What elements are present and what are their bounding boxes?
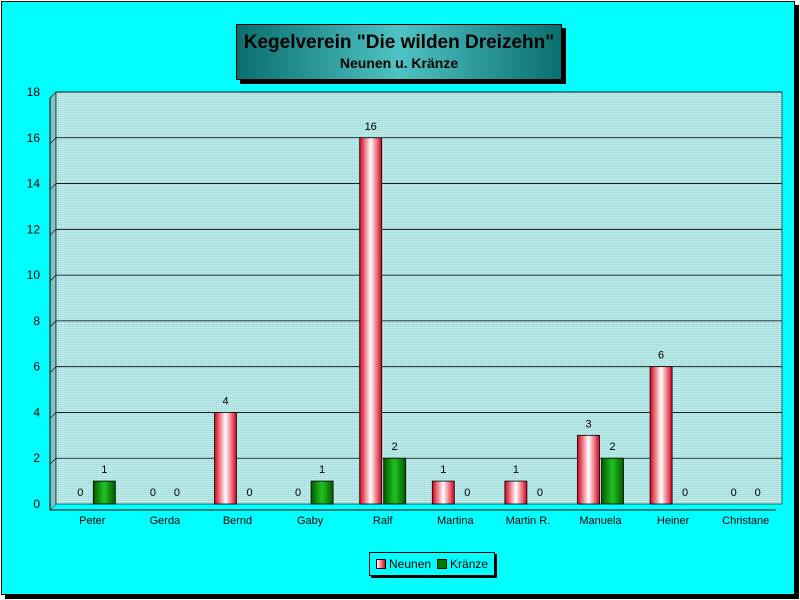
x-tick-label: Heiner (657, 515, 690, 527)
y-tick-label: 0 (33, 497, 40, 511)
data-label-neunen: 4 (222, 395, 228, 407)
x-tick-label: Manuela (579, 515, 622, 527)
y-tick-label: 18 (27, 85, 41, 99)
legend-label-kraenze: Kränze (450, 557, 489, 571)
data-label-kraenze: 2 (392, 441, 398, 453)
gridline-side (49, 458, 57, 465)
data-label-kraenze: 1 (319, 464, 325, 476)
bar-neunen (214, 412, 237, 505)
data-label-kraenze: 0 (174, 487, 180, 499)
gridline-side (49, 366, 57, 373)
legend-swatch-neunen (376, 559, 386, 569)
y-tick-label: 10 (27, 268, 41, 282)
data-label-kraenze: 0 (246, 487, 252, 499)
gridline-side (49, 229, 57, 236)
legend-item-neunen: Neunen (376, 557, 431, 571)
plot-area (55, 91, 783, 505)
x-tick-label: Bernd (223, 515, 252, 527)
x-tick-label: Martina (437, 515, 475, 527)
plot-side-wall (49, 91, 57, 511)
data-label-neunen: 0 (77, 487, 83, 499)
gridline-side (49, 320, 57, 328)
data-label-neunen: 3 (585, 418, 591, 430)
data-label-kraenze: 1 (101, 464, 107, 476)
chart-title: Kegelverein "Die wilden Dreizehn" (243, 32, 555, 53)
bar-kraenze (383, 457, 407, 505)
x-tick-label: Gerda (150, 515, 181, 527)
data-label-neunen: 1 (440, 464, 446, 476)
bar-neunen (359, 137, 383, 505)
y-tick-label: 4 (33, 405, 40, 419)
x-tick-label: Martin R. (506, 515, 551, 527)
y-tick-label: 14 (27, 177, 41, 191)
y-tick-label: 16 (27, 131, 41, 145)
x-tick-label: Peter (79, 515, 106, 527)
y-tick-label: 2 (33, 451, 40, 465)
data-label-kraenze: 0 (755, 487, 761, 499)
gridline-side (49, 274, 57, 282)
data-label-neunen: 1 (513, 464, 519, 476)
x-tick-label: Gaby (297, 515, 324, 527)
bar-kraenze (601, 457, 624, 505)
data-label-neunen: 0 (731, 487, 737, 499)
chart-subtitle: Neunen u. Kränze (339, 55, 459, 71)
legend-label-neunen: Neunen (389, 557, 432, 571)
data-label-neunen: 0 (295, 487, 301, 499)
data-label-neunen: 16 (365, 121, 377, 133)
y-tick-label: 6 (33, 360, 40, 374)
y-tick-label: 8 (33, 314, 40, 328)
data-label-neunen: 6 (658, 350, 664, 362)
y-tick-label: 12 (27, 222, 41, 236)
x-tick-label: Ralf (373, 515, 394, 527)
bar-neunen (649, 366, 673, 505)
bar-kraenze (310, 480, 334, 505)
data-label-neunen: 0 (150, 487, 156, 499)
x-tick-label: Christane (722, 515, 769, 527)
title-box: Kegelverein "Die wilden Dreizehn" Neunen… (236, 24, 562, 80)
bar-neunen (504, 480, 528, 505)
gridline-side (49, 91, 57, 99)
data-label-kraenze: 0 (682, 487, 688, 499)
data-label-kraenze: 2 (609, 441, 615, 453)
data-label-kraenze: 0 (464, 487, 470, 499)
legend-item-kraenze: Kränze (437, 557, 488, 571)
data-label-kraenze: 0 (537, 487, 543, 499)
legend-swatch-kraenze (437, 559, 448, 569)
gridline-side (49, 137, 57, 144)
bar-neunen (577, 434, 600, 505)
gridline-side (49, 412, 57, 419)
legend: Neunen Kränze (369, 552, 496, 576)
bar-neunen (431, 480, 455, 505)
bar-kraenze (92, 480, 116, 505)
gridline-side (49, 183, 57, 190)
